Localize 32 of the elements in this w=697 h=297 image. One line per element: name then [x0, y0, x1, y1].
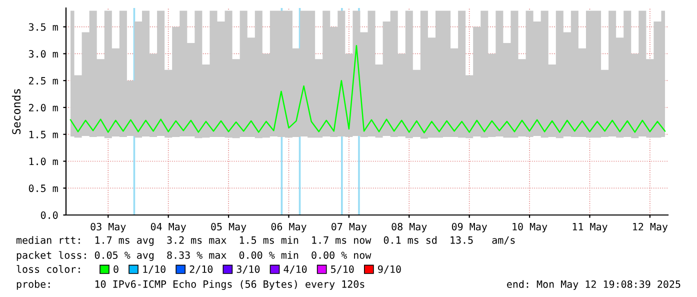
legend-label: 2/10 [190, 265, 213, 274]
x-tick-label: 11 May [572, 223, 608, 232]
x-tick-label: 06 May [271, 222, 306, 232]
x-tick-label: 10 May [512, 222, 548, 232]
y-axis-title: Seconds [12, 89, 21, 134]
y-tick-label: 1.0 m [29, 158, 58, 166]
x-tick-label: 08 May [392, 222, 427, 232]
x-tick-label: 04 May [150, 222, 186, 232]
x-tick-label: 05 May [211, 222, 246, 232]
y-tick-label: 1.5 m [29, 130, 58, 138]
text: loss color: [16, 265, 80, 273]
legend-label: 3/10 [236, 265, 260, 274]
y-tick-label: 0.5 m [28, 184, 58, 192]
x-tick-label: 12 May [633, 222, 668, 232]
legend-label: 0 [114, 265, 118, 273]
legend-label: 1/10 [143, 265, 166, 274]
x-tick-label: 09 May [452, 222, 488, 232]
text: median rtt: 1.7 ms avg 3.2 ms max 1.5 ms min 1.7 ms now 0.1 ms sd 13.5 am/s [16, 236, 515, 246]
text: packet loss: 0.05 % avg 8.33 % max 0.00 % min 0.00 % now [16, 251, 372, 261]
y-tick-label: 2.5 m [29, 76, 58, 85]
line-series [70, 45, 666, 134]
legend-label: 4/10 [284, 265, 307, 274]
y-tick-label: 2.0 m [29, 104, 58, 112]
y-tick-label: 3.5 m [28, 23, 58, 31]
y-tick-label: 0.0 [40, 211, 58, 219]
x-tick-label: 03 May [90, 222, 126, 232]
y-tick-label: 3.0 m [28, 50, 58, 58]
text: probe: 10 IPv6-ICMP Echo Pings (56 Bytes) every 120s [16, 280, 364, 290]
legend-label: 9/10 [378, 265, 401, 274]
legend-label: 5/10 [331, 265, 354, 274]
x-tick-label: 07 May [332, 222, 367, 232]
text: end: Mon May 12 19:08:39 2025 [507, 280, 680, 290]
